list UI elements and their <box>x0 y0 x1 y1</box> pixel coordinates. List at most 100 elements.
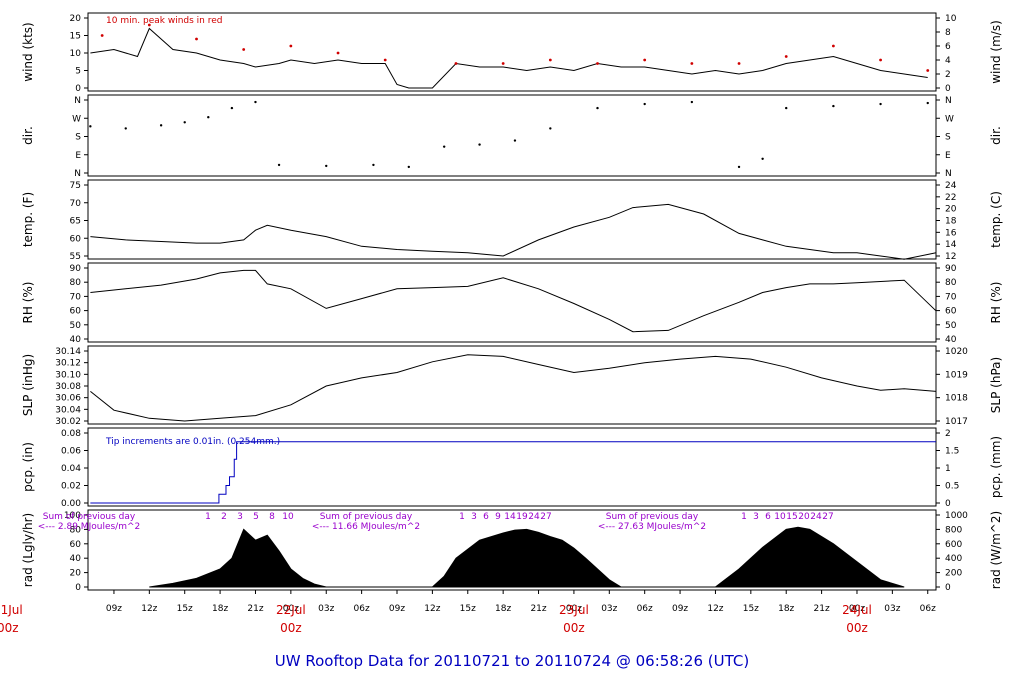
dir-point <box>89 125 92 128</box>
tick-label-left-rh: 90 <box>70 264 82 274</box>
tick-label-right-dir: S <box>945 133 951 143</box>
rad-sum-value: <--- 2.89 MJoules/m^2 <box>38 522 140 532</box>
tick-label-left-slp: 30.10 <box>55 370 81 380</box>
tick-label-right-slp: 1020 <box>945 347 968 357</box>
tick-label-left-temp: 60 <box>70 234 82 244</box>
tick-label-left-rh: 70 <box>70 292 82 302</box>
tick-label-left-pcp: 0.02 <box>61 482 81 492</box>
hour-tick-label: 09z <box>106 604 122 614</box>
tick-label-left-rad: 60 <box>70 540 82 550</box>
tick-label-left-slp: 30.02 <box>55 417 81 427</box>
rad-cum-tick: 9 <box>495 512 501 522</box>
dir-point <box>549 127 552 130</box>
hour-tick-label: 09z <box>389 604 405 614</box>
dir-point <box>372 163 375 167</box>
rad-cum-tick: 27 <box>540 512 551 522</box>
rad-cum-tick: 10 <box>282 512 294 522</box>
tick-label-left-rad: 20 <box>70 569 82 579</box>
tick-label-right-wind: 4 <box>945 56 951 66</box>
peak-wind-point <box>548 58 552 62</box>
series-line-pcp <box>90 441 936 504</box>
series-area-rad <box>149 526 905 588</box>
ylabel-right-temp: temp. (C) <box>989 191 1003 248</box>
day-label-time: 00z <box>280 621 302 635</box>
dir-point <box>478 143 481 146</box>
ylabel-right-rad: rad (W/m^2) <box>989 511 1003 589</box>
tick-label-right-wind: 6 <box>945 42 951 52</box>
day-label-time: 00z <box>0 621 19 635</box>
peak-wind-point <box>195 37 198 41</box>
hour-tick-label: 21z <box>530 604 546 614</box>
tick-label-left-slp: 30.12 <box>55 359 81 369</box>
tick-label-right-rad: 0 <box>945 583 951 593</box>
rad-cum-tick: 14 <box>504 512 516 522</box>
panel-frame-slp <box>87 345 937 425</box>
panel-frame-temp <box>87 179 937 260</box>
tick-label-right-rh: 80 <box>945 278 957 288</box>
tick-label-left-slp: 30.06 <box>55 394 81 404</box>
tick-label-left-rad: 40 <box>70 554 82 564</box>
tick-label-right-rh: 70 <box>945 292 957 302</box>
hour-tick-label: 03z <box>884 604 900 614</box>
tick-label-right-pcp: 0 <box>945 499 951 509</box>
rad-cum-tick: 6 <box>483 512 489 522</box>
rad-cum-tick: 1 <box>459 512 465 522</box>
tick-label-left-wind: 20 <box>70 14 82 24</box>
peak-wind-point <box>454 62 458 65</box>
tick-label-right-rh: 90 <box>945 264 957 274</box>
hour-tick-label: 00z <box>283 604 299 614</box>
peak-wind-point <box>784 55 788 58</box>
panel-frame-pcp <box>87 427 937 507</box>
tick-label-right-wind: 10 <box>945 14 957 24</box>
tick-label-right-rad: 400 <box>945 554 962 564</box>
tick-label-left-rad: 100 <box>64 511 81 521</box>
tick-label-right-rad: 200 <box>945 569 962 579</box>
peak-wind-point <box>501 62 505 65</box>
peak-wind-point <box>289 44 293 48</box>
rad-cum-tick: 27 <box>822 512 833 522</box>
rad-sum-label: Sum of previous day <box>606 512 699 522</box>
hour-tick-label: 06z <box>354 604 370 614</box>
wind-annotation: 10 min. peak winds in red <box>106 16 223 26</box>
tick-label-right-rad: 600 <box>945 540 962 550</box>
hour-tick-label: 15z <box>177 604 193 614</box>
dir-point <box>596 106 599 110</box>
peak-wind-point <box>383 58 387 62</box>
rad-cum-tick: 2 <box>221 512 227 522</box>
rad-cum-tick: 15 <box>786 512 797 522</box>
day-label-date: 24Jul <box>842 603 872 617</box>
tick-label-left-dir: S <box>75 133 81 143</box>
rad-sum-label: Sum of previous day <box>43 512 136 522</box>
tick-label-left-pcp: 0.00 <box>61 499 81 509</box>
ylabel-left-rad: rad (Lgly/hr) <box>21 513 35 587</box>
tick-label-right-temp: 14 <box>945 240 957 250</box>
tick-label-right-temp: 12 <box>945 252 956 262</box>
tick-label-right-rh: 50 <box>945 321 957 331</box>
hour-tick-label: 21z <box>247 604 263 614</box>
tick-label-right-wind: 0 <box>945 84 951 94</box>
dir-point <box>325 164 328 168</box>
ylabel-right-slp: SLP (hPa) <box>989 357 1003 413</box>
rad-cum-tick: 20 <box>798 512 810 522</box>
tick-label-left-pcp: 0.04 <box>61 464 81 474</box>
tick-label-right-rh: 40 <box>945 335 957 345</box>
rad-cum-tick: 19 <box>516 512 528 522</box>
peak-wind-point <box>879 58 882 62</box>
rad-cum-tick: 24 <box>528 512 540 522</box>
ylabel-left-slp: SLP (inHg) <box>21 354 35 416</box>
tick-label-right-temp: 22 <box>945 193 956 203</box>
tick-label-left-rad: 0 <box>75 583 81 593</box>
hour-tick-label: 00z <box>849 604 865 614</box>
hour-tick-label: 09z <box>672 604 688 614</box>
rad-cum-tick: 3 <box>237 512 243 522</box>
time-ticks: 09z 12z 15z 18z 21z 00z 03z 06z 09z 12z 15z 18z 21z 0… <box>0 590 936 635</box>
panel-frames <box>87 12 937 591</box>
ylabel-right-pcp: pcp. (mm) <box>989 436 1003 498</box>
rad-sum-value: <--- 11.66 MJoules/m^2 <box>312 522 420 532</box>
ylabel-left-pcp: pcp. (in) <box>21 442 35 492</box>
tick-label-right-rh: 60 <box>945 307 957 317</box>
dir-point <box>407 165 411 169</box>
tick-label-right-pcp: 1.5 <box>945 447 959 457</box>
series-line-wind <box>90 27 928 89</box>
tick-label-right-dir: W <box>945 114 954 124</box>
